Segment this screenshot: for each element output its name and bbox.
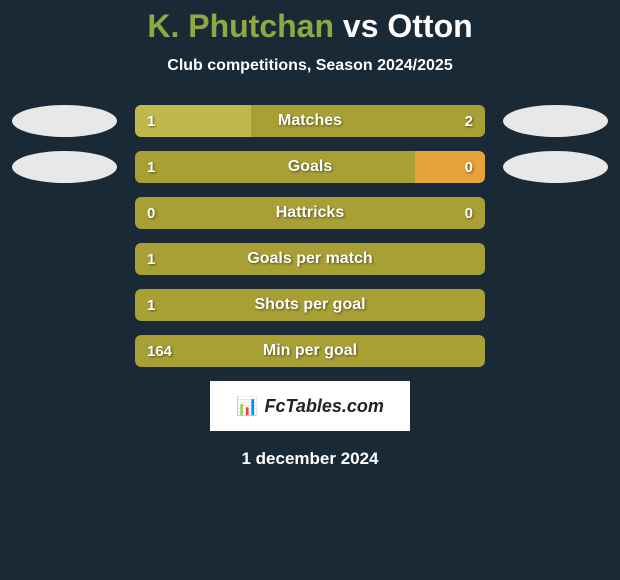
player2-badge [503, 243, 608, 275]
stat-label: Min per goal [135, 342, 485, 360]
chart-icon: 📊 [236, 396, 258, 417]
player1-name: K. Phutchan [147, 8, 334, 44]
stat-bar: 1Shots per goal [135, 289, 485, 321]
stat-label: Matches [135, 112, 485, 130]
player2-badge [503, 197, 608, 229]
stats-list: 1Matches21Goals00Hattricks01Goals per ma… [0, 105, 620, 367]
player2-badge [503, 335, 608, 367]
player2-badge [503, 289, 608, 321]
stat-row: 1Goals0 [0, 151, 620, 183]
player1-badge [12, 289, 117, 321]
stat-row: 1Goals per match [0, 243, 620, 275]
stat-bar: 1Matches2 [135, 105, 485, 137]
player2-name: Otton [387, 8, 472, 44]
player2-badge [503, 105, 608, 137]
player1-badge [12, 243, 117, 275]
stat-row: 164Min per goal [0, 335, 620, 367]
logo-text: FcTables.com [265, 396, 384, 417]
comparison-card: K. Phutchan vs Otton Club competitions, … [0, 0, 620, 469]
stat-value-right: 2 [465, 113, 473, 130]
logo-badge: 📊 FcTables.com [210, 381, 410, 431]
page-title: K. Phutchan vs Otton [0, 8, 620, 45]
stat-bar: 0Hattricks0 [135, 197, 485, 229]
stat-row: 0Hattricks0 [0, 197, 620, 229]
player1-badge [12, 151, 117, 183]
date-label: 1 december 2024 [0, 449, 620, 469]
stat-bar: 1Goals0 [135, 151, 485, 183]
stat-row: 1Matches2 [0, 105, 620, 137]
stat-label: Hattricks [135, 204, 485, 222]
stat-row: 1Shots per goal [0, 289, 620, 321]
player1-badge [12, 197, 117, 229]
vs-text: vs [343, 8, 379, 44]
stat-bar: 164Min per goal [135, 335, 485, 367]
player1-badge [12, 105, 117, 137]
subtitle: Club competitions, Season 2024/2025 [0, 57, 620, 75]
stat-label: Goals [135, 158, 485, 176]
player2-badge [503, 151, 608, 183]
stat-bar: 1Goals per match [135, 243, 485, 275]
player1-badge [12, 335, 117, 367]
stat-label: Goals per match [135, 250, 485, 268]
stat-value-right: 0 [465, 205, 473, 222]
stat-value-right: 0 [465, 159, 473, 176]
stat-label: Shots per goal [135, 296, 485, 314]
